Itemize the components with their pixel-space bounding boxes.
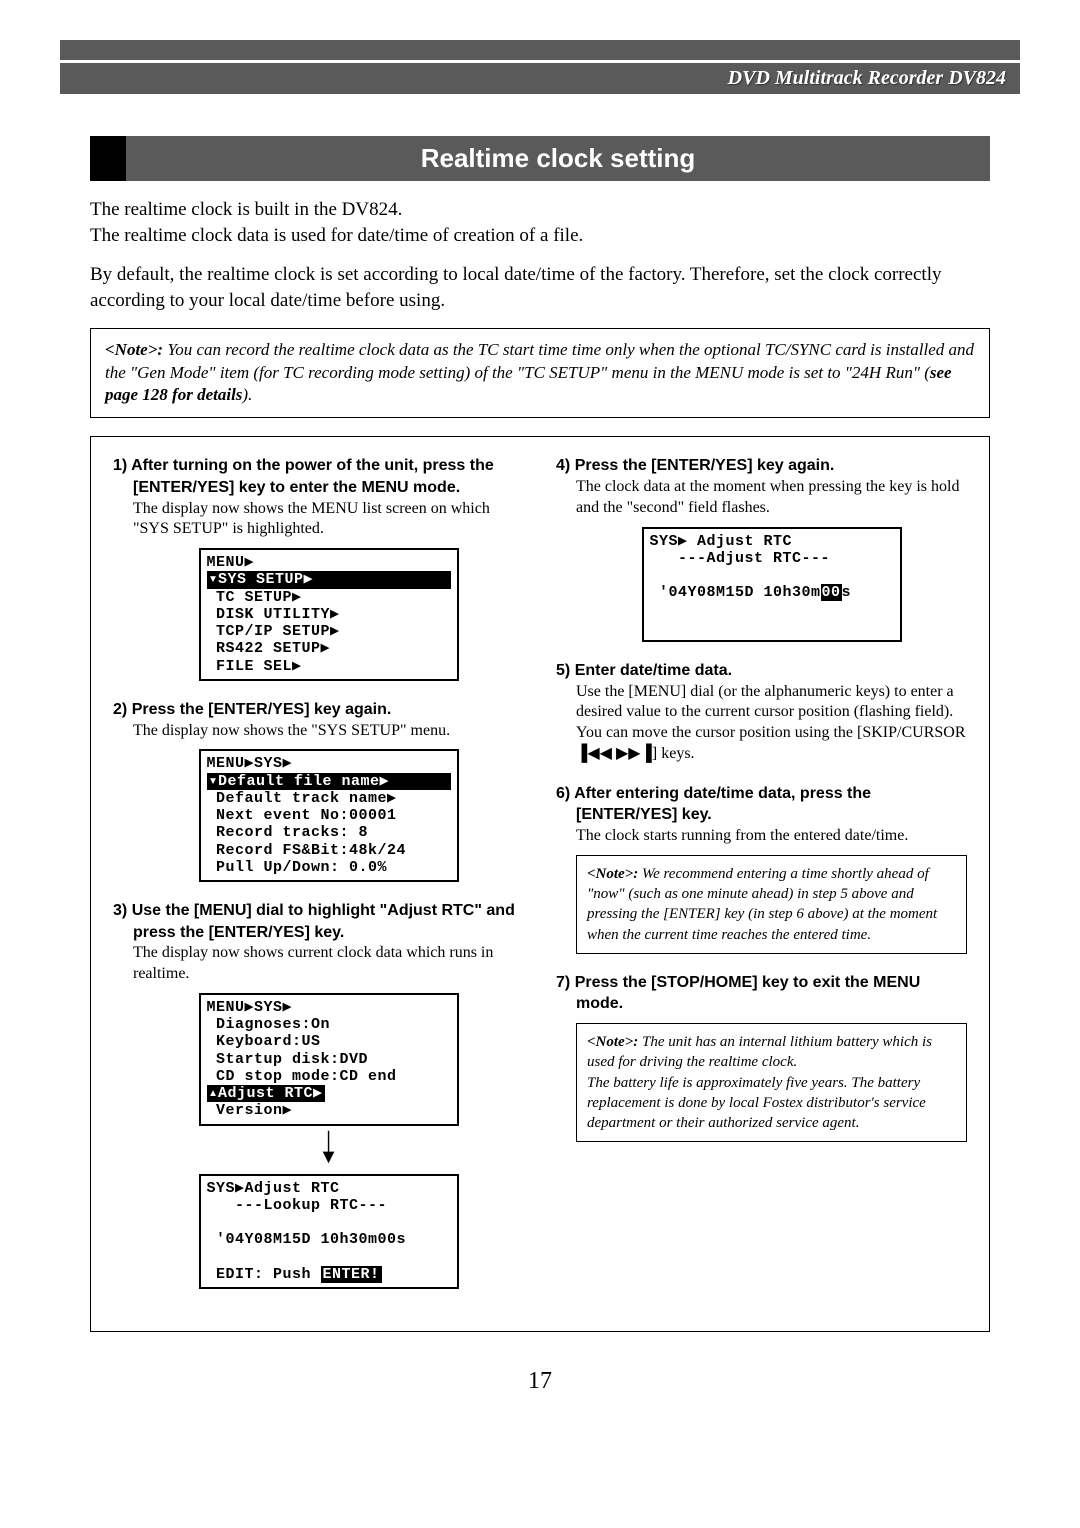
step4-head: 4) Press the [ENTER/YES] key again. — [556, 455, 967, 477]
right-column: 4) Press the [ENTER/YES] key again. The … — [556, 455, 967, 1307]
skip-cursor-icon: ▐◀◀ ▶▶▐ — [576, 745, 652, 762]
intro-p1: The realtime clock is built in the DV824… — [90, 197, 990, 248]
step2-head: 2) Press the [ENTER/YES] key again. — [113, 699, 524, 721]
header-bar: DVD Multitrack Recorder DV824 — [60, 63, 1020, 94]
section-title: Realtime clock setting — [90, 136, 990, 181]
lcd-menu-list: MENU▶ ▾SYS SETUP▶ TC SETUP▶ DISK UTILITY… — [199, 548, 459, 681]
step6-body: The clock starts running from the entere… — [556, 826, 967, 847]
top-note-box: <Note>: You can record the realtime cloc… — [90, 328, 990, 419]
step4-body: The clock data at the moment when pressi… — [556, 477, 967, 642]
step-4: 4) Press the [ENTER/YES] key again. The … — [556, 455, 967, 642]
top-gray-bar — [60, 40, 1020, 60]
step-2: 2) Press the [ENTER/YES] key again. The … — [113, 699, 524, 882]
lcd-adjust-rtc-edit: SYS▶ Adjust RTC ---Adjust RTC--- '04Y08M… — [642, 527, 902, 643]
step7-head: 7) Press the [STOP/HOME] key to exit the… — [556, 972, 967, 1015]
step-5: 5) Enter date/time data. Use the [MENU] … — [556, 660, 967, 765]
step3-body: The display now shows current clock data… — [113, 943, 524, 1289]
lcd-lookup-rtc: SYS▶Adjust RTC ---Lookup RTC--- '04Y08M1… — [199, 1174, 459, 1290]
page-content: Realtime clock setting The realtime cloc… — [60, 136, 1020, 1332]
lcd-sys-setup: MENU▶SYS▶ ▾Default file name▶ Default tr… — [199, 749, 459, 882]
note-label: <Note>: — [105, 340, 163, 359]
steps-frame: 1) After turning on the power of the uni… — [90, 436, 990, 1332]
note-text: You can record the realtime clock data a… — [105, 340, 974, 382]
lcd-adjust-rtc-highlight: MENU▶SYS▶ Diagnoses:On Keyboard:US Start… — [199, 993, 459, 1126]
step7-note: <Note>: The unit has an internal lithium… — [576, 1023, 967, 1142]
left-column: 1) After turning on the power of the uni… — [113, 455, 524, 1307]
step-7: 7) Press the [STOP/HOME] key to exit the… — [556, 972, 967, 1142]
product-name: DVD Multitrack Recorder DV824 — [728, 67, 1006, 89]
step5-body: Use the [MENU] dial (or the alphanumeric… — [556, 682, 967, 765]
step-6: 6) After entering date/time data, press … — [556, 783, 967, 954]
page-number: 17 — [60, 1368, 1020, 1395]
step6-head: 6) After entering date/time data, press … — [556, 783, 967, 826]
step-1: 1) After turning on the power of the uni… — [113, 455, 524, 681]
step1-head: 1) After turning on the power of the uni… — [113, 455, 524, 498]
intro-p3: By default, the realtime clock is set ac… — [90, 262, 990, 313]
intro-text: The realtime clock is built in the DV824… — [90, 197, 990, 314]
note-tail: ). — [242, 385, 252, 404]
step6-note: <Note>: We recommend entering a time sho… — [576, 855, 967, 954]
step2-body: The display now shows the "SYS SETUP" me… — [113, 721, 524, 883]
step1-body: The display now shows the MENU list scre… — [113, 499, 524, 681]
step-3: 3) Use the [MENU] dial to highlight "Adj… — [113, 900, 524, 1289]
step3-head: 3) Use the [MENU] dial to highlight "Adj… — [113, 900, 524, 943]
arrow-down-icon: │▼ — [133, 1134, 524, 1166]
step5-head: 5) Enter date/time data. — [556, 660, 967, 682]
